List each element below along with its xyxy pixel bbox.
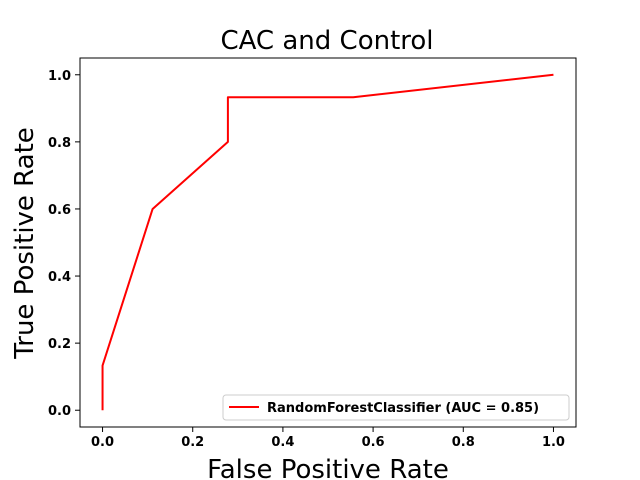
x-tick-label: 1.0 bbox=[542, 435, 565, 450]
y-axis-label: True Positive Rate bbox=[10, 127, 40, 360]
y-tick-label: 0.0 bbox=[48, 404, 71, 419]
series-line-0 bbox=[101, 73, 554, 411]
x-tick-label: 0.4 bbox=[271, 435, 294, 450]
x-tick-label: 0.6 bbox=[362, 435, 385, 450]
x-axis-label: False Positive Rate bbox=[207, 455, 449, 480]
legend: RandomForestClassifier (AUC = 0.85) bbox=[222, 394, 570, 421]
x-tick-label: 0.8 bbox=[452, 435, 475, 450]
x-tick-label: 0.2 bbox=[181, 435, 204, 450]
y-tick-label: 0.6 bbox=[48, 203, 71, 218]
x-axis: 0.0 0.2 0.4 0.6 0.8 1.0 bbox=[91, 427, 565, 450]
series-group bbox=[101, 73, 554, 411]
y-axis: 0.0 0.2 0.4 0.6 0.8 1.0 bbox=[48, 69, 80, 419]
chart-title: CAC and Control bbox=[220, 26, 433, 56]
legend-label: RandomForestClassifier (AUC = 0.85) bbox=[267, 401, 539, 416]
y-tick-label: 0.4 bbox=[48, 270, 71, 285]
y-tick-label: 0.2 bbox=[48, 337, 71, 352]
y-tick-label: 0.8 bbox=[48, 136, 71, 151]
x-tick-label: 0.0 bbox=[91, 435, 114, 450]
y-tick-label: 1.0 bbox=[48, 69, 71, 84]
plot-area bbox=[79, 57, 577, 428]
legend-box bbox=[222, 394, 570, 421]
